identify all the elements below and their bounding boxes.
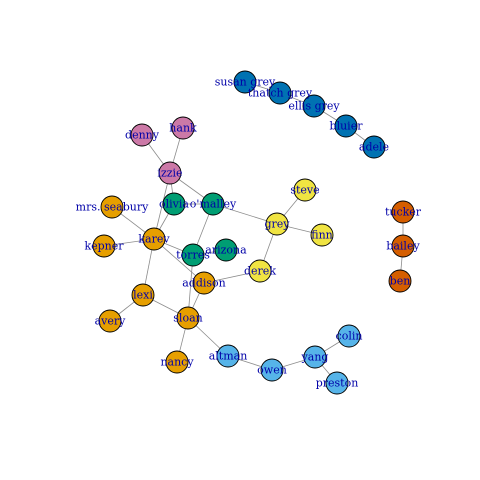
node-ellis-grey bbox=[302, 94, 326, 118]
node-tucker bbox=[391, 200, 415, 224]
node-steve bbox=[293, 178, 317, 202]
node-label-susan-grey: susan grey bbox=[215, 76, 276, 89]
node-label-steve: steve bbox=[290, 184, 319, 197]
node-finn bbox=[310, 223, 334, 247]
node-label-ben: ben bbox=[390, 275, 411, 288]
node-label-owen: owen bbox=[257, 364, 287, 377]
node-torres bbox=[181, 243, 205, 267]
node-bluier bbox=[334, 114, 358, 138]
node-kepner bbox=[92, 234, 116, 258]
node-o-malley bbox=[201, 192, 225, 216]
node-label-derek: derek bbox=[244, 265, 276, 278]
node-lexi bbox=[131, 283, 155, 307]
node-label-o-malley: o'malley bbox=[190, 198, 237, 211]
node-addison bbox=[192, 271, 216, 295]
node-label-adele: adele bbox=[359, 141, 389, 154]
node-ben bbox=[388, 269, 412, 293]
node-mrs-seabury bbox=[100, 195, 124, 219]
node-label-avery: avery bbox=[95, 315, 127, 328]
node-label-preston: preston bbox=[316, 377, 359, 390]
node-label-hank: hank bbox=[169, 122, 197, 135]
node-label-kepner: kepner bbox=[84, 240, 124, 253]
node-label-izzie: izzie bbox=[157, 167, 182, 180]
node-susan-grey bbox=[233, 70, 257, 94]
node-label-altman: altman bbox=[209, 350, 248, 363]
node-label-karev: karev bbox=[138, 233, 170, 246]
node-bailey bbox=[391, 234, 415, 258]
node-label-mrs-seabury: mrs. seabury bbox=[76, 201, 149, 214]
node-nancy bbox=[165, 350, 189, 374]
node-label-grey: grey bbox=[264, 218, 290, 231]
node-arizona bbox=[214, 238, 238, 262]
node-label-finn: finn bbox=[311, 229, 333, 242]
node-hank bbox=[171, 116, 195, 140]
node-label-lexi: lexi bbox=[133, 289, 153, 302]
node-label-ellis-grey: ellis grey bbox=[288, 100, 340, 113]
node-layer bbox=[92, 70, 415, 395]
node-sloan bbox=[176, 306, 200, 330]
node-denny bbox=[130, 123, 154, 147]
node-altman bbox=[216, 344, 240, 368]
node-label-bailey: bailey bbox=[386, 240, 420, 253]
node-label-bluier: bluier bbox=[330, 120, 364, 133]
node-grey bbox=[265, 212, 289, 236]
node-derek bbox=[248, 259, 272, 283]
node-label-sloan: sloan bbox=[173, 312, 202, 325]
node-label-denny: denny bbox=[125, 129, 160, 142]
node-label-arizona: arizona bbox=[205, 244, 247, 257]
node-label-olivia: olivia bbox=[159, 198, 189, 211]
node-label-yang: yang bbox=[301, 351, 329, 364]
node-izzie bbox=[158, 161, 182, 185]
node-label-torres: torres bbox=[176, 249, 210, 262]
node-label-thatch-grey: thatch grey bbox=[248, 87, 313, 100]
node-label-colin: colin bbox=[336, 330, 363, 343]
node-karev bbox=[142, 227, 166, 251]
node-preston bbox=[325, 371, 349, 395]
node-label-addison: addison bbox=[182, 277, 226, 290]
node-avery bbox=[98, 309, 122, 333]
node-label-tucker: tucker bbox=[385, 206, 422, 219]
node-owen bbox=[260, 358, 284, 382]
node-olivia bbox=[162, 192, 186, 216]
node-label-nancy: nancy bbox=[160, 356, 194, 369]
node-adele bbox=[362, 135, 386, 159]
node-yang bbox=[303, 345, 327, 369]
node-thatch-grey bbox=[268, 81, 292, 105]
node-colin bbox=[337, 324, 361, 348]
